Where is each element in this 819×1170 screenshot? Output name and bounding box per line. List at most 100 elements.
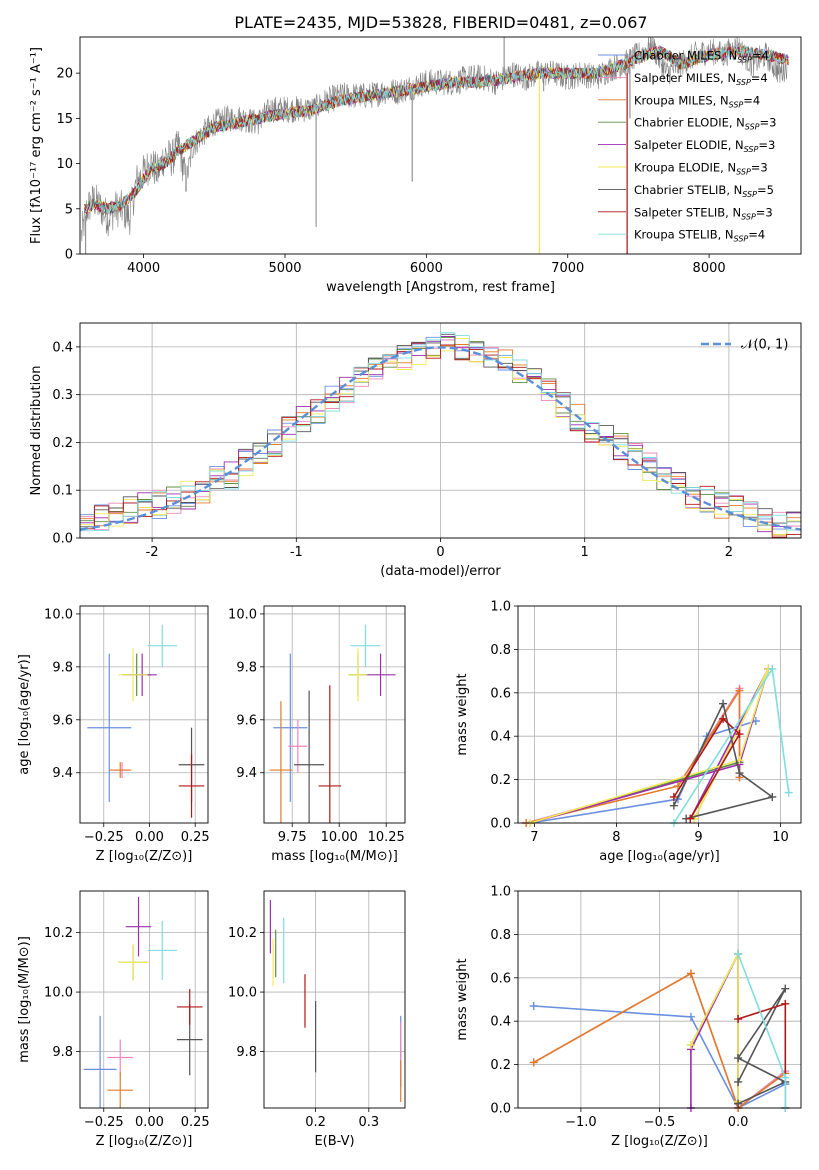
spectrum-panel: 4000 5000 6000 7000 8000 0 5 10 15 20 wavelength [… bbox=[29, 36, 802, 295]
legend-label: Kroupa ELODIE, NSSP=3 bbox=[634, 161, 768, 177]
x-tick-label: 4000 bbox=[127, 261, 160, 276]
weight-marker-kroupa_stelib bbox=[781, 1073, 790, 1082]
x-tick-label: −0.25 bbox=[84, 830, 124, 845]
x-tick-label: 0.00 bbox=[135, 1115, 164, 1130]
y-tick-label: 10.0 bbox=[44, 607, 73, 622]
axes-frame bbox=[517, 605, 802, 824]
y-tick-label: 10.0 bbox=[44, 986, 73, 1001]
y-tick-label: 9.6 bbox=[52, 713, 73, 728]
weight-line-chabrier_elodie bbox=[690, 953, 739, 1102]
x-tick-label: 10 bbox=[772, 830, 789, 845]
x-tick-label: 2 bbox=[725, 545, 733, 560]
x-tick-label: -2 bbox=[146, 545, 159, 560]
x-tick-label: −1.0 bbox=[565, 1115, 597, 1130]
x-tick-label: 0.25 bbox=[181, 1115, 210, 1130]
x-tick-label: 7000 bbox=[551, 261, 584, 276]
y-axis-label: mass weight bbox=[455, 958, 470, 1040]
y-tick-label: 10.0 bbox=[228, 607, 257, 622]
axes-frame bbox=[79, 36, 802, 255]
x-tick-label: 6000 bbox=[410, 261, 443, 276]
legend-label: Chabrier STELIB, NSSP=5 bbox=[634, 183, 774, 199]
x-tick-label: 0.00 bbox=[135, 830, 164, 845]
weight-line-chabrier_miles bbox=[533, 1005, 786, 1108]
weight-marker-chabrier_stelib bbox=[734, 1054, 743, 1063]
x-tick-label: −0.5 bbox=[644, 1115, 676, 1130]
y-tick-label: 0.8 bbox=[490, 643, 511, 658]
y-axis-label: mass weight bbox=[455, 673, 470, 755]
y-tick-label: 0.4 bbox=[52, 340, 73, 355]
axes-frame bbox=[79, 322, 802, 539]
legend-label: Chabrier ELODIE, NSSP=3 bbox=[634, 116, 776, 132]
weight-marker-chabrier_stelib bbox=[669, 801, 678, 810]
weight-marker-chabrier_miles bbox=[686, 1012, 695, 1021]
y-tick-label: 10.2 bbox=[44, 926, 73, 941]
legend-label: Salpeter MILES, NSSP=4 bbox=[634, 71, 768, 87]
legend-label: Salpeter ELODIE, NSSP=3 bbox=[634, 138, 775, 154]
weight-marker-chabrier_stelib bbox=[768, 792, 777, 801]
x-axis-label: Z [log₁₀(Z/Z⊙)] bbox=[96, 849, 193, 864]
x-tick-label: 9.75 bbox=[278, 830, 307, 845]
x-tick-label: 9 bbox=[694, 830, 702, 845]
y-tick-label: 9.8 bbox=[236, 660, 257, 675]
y-tick-label: 0.8 bbox=[490, 928, 511, 943]
weight-marker-salpeter_stelib bbox=[686, 814, 695, 823]
axes-frame bbox=[517, 890, 802, 1109]
y-tick-label: 0 bbox=[65, 248, 73, 263]
figure-title: PLATE=2435, MJD=53828, FIBERID=0481, z=0… bbox=[234, 13, 647, 32]
x-tick-label: 8000 bbox=[693, 261, 726, 276]
y-tick-label: 9.6 bbox=[236, 713, 257, 728]
weight-marker-chabrier_stelib bbox=[781, 984, 790, 993]
x-tick-label: 0.25 bbox=[181, 830, 210, 845]
x-tick-label: 0.3 bbox=[358, 1115, 379, 1130]
y-tick-label: 9.8 bbox=[236, 1045, 257, 1060]
residuals-panel: -2 -1 0 1 2 0.0 0.1 0.2 0.3 0.4 (data-model)/error… bbox=[29, 322, 802, 579]
gaussian-curve bbox=[80, 346, 801, 531]
y-axis-label: Normed distribution bbox=[29, 366, 44, 496]
weight-marker-salpeter_stelib bbox=[669, 792, 678, 801]
y-tick-label: 9.8 bbox=[52, 1045, 73, 1060]
weight-marker-kroupa_miles bbox=[686, 969, 695, 978]
weight-marker-kroupa_stelib bbox=[734, 949, 743, 958]
weight-line-kroupa_miles bbox=[526, 687, 741, 823]
weight-marker-kroupa_stelib bbox=[768, 664, 777, 673]
histogram-kroupa_stelib bbox=[80, 332, 801, 538]
y-tick-label: 0.2 bbox=[52, 436, 73, 451]
axes-frame bbox=[79, 890, 209, 1109]
x-axis-label: (data-model)/error bbox=[380, 564, 501, 579]
y-tick-label: 15 bbox=[56, 112, 73, 127]
weight-marker-kroupa_miles bbox=[735, 686, 744, 695]
weight-marker-salpeter_stelib bbox=[734, 1015, 743, 1024]
y-axis-label: mass [log₁₀(M/M⊙)] bbox=[17, 936, 32, 1063]
x-axis-label: Z [log₁₀(Z/Z⊙)] bbox=[96, 1134, 193, 1149]
weight-marker-salpeter_stelib bbox=[735, 730, 744, 739]
x-tick-label: 0.2 bbox=[305, 1115, 326, 1130]
residuals-legend: 𝒩(0, 1) bbox=[701, 338, 788, 353]
y-tick-label: 0.0 bbox=[490, 1102, 511, 1117]
y-axis-label: Flux [fλ10⁻¹⁷ erg cm⁻² s⁻¹ A⁻¹] bbox=[29, 47, 44, 244]
axes-frame bbox=[263, 890, 406, 1109]
y-tick-label: 0.4 bbox=[490, 730, 511, 745]
weight-line-salpeter_miles bbox=[525, 685, 741, 823]
x-tick-label: 1 bbox=[581, 545, 589, 560]
x-axis-label: E(B-V) bbox=[314, 1134, 354, 1149]
weight_vs_Z-panel: −1.0 −0.5 0.0 0.0 0.2 0.4 0.6 0.8 1.0 Z [log₁₀(Z/… bbox=[455, 885, 802, 1149]
model-spectrum-salpeter_stelib bbox=[84, 45, 789, 215]
y-axis-label: age [log₁₀(age/yr)] bbox=[17, 654, 32, 775]
weight-marker-chabrier_miles bbox=[529, 1002, 538, 1011]
y-tick-label: 1.0 bbox=[490, 885, 511, 900]
y-tick-label: 10 bbox=[56, 157, 73, 172]
x-axis-label: wavelength [Angstrom, rest frame] bbox=[326, 280, 555, 295]
x-tick-label: -1 bbox=[290, 545, 303, 560]
weight-line-kroupa_stelib bbox=[673, 666, 790, 823]
weight-line-kroupa_elodie bbox=[530, 668, 769, 823]
y-tick-label: 0.6 bbox=[490, 686, 511, 701]
legend-label: Kroupa MILES, NSSP=4 bbox=[634, 93, 760, 109]
legend-label: 𝒩(0, 1) bbox=[741, 338, 788, 353]
y-tick-label: 0.3 bbox=[52, 388, 73, 403]
model-spectrum-kroupa_stelib bbox=[84, 45, 789, 214]
age_vs_mass-panel: 9.75 10.00 10.25 9.4 9.6 9.8 10.0 mass [log₁₀(M… bbox=[228, 605, 406, 864]
y-tick-label: 1.0 bbox=[490, 600, 511, 615]
weight-marker-kroupa_elodie bbox=[686, 1041, 695, 1050]
weight-marker-chabrier_stelib bbox=[735, 769, 744, 778]
